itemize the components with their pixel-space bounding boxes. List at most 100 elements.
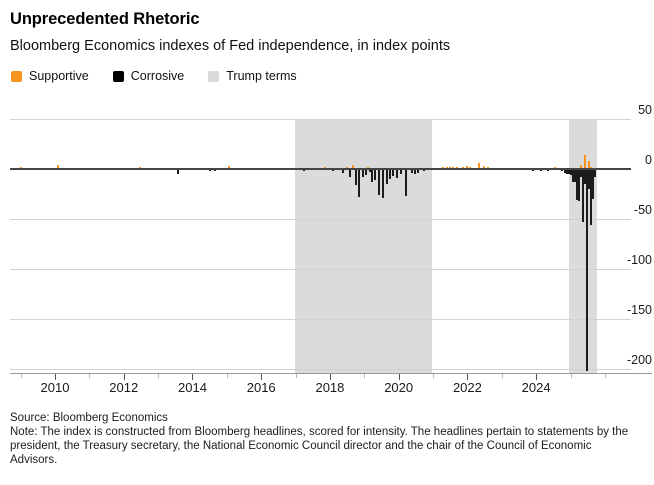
x-axis-tick-2025 [570,374,572,378]
corrosive-bar [395,169,398,178]
corrosive-bar [404,169,407,196]
x-axis-tick-2015 [226,374,228,378]
x-axis-tick-2016 [261,374,263,380]
legend-label: Supportive [29,69,89,83]
trump-term-band [568,119,597,373]
corrosive-bar [594,169,597,177]
x-axis-label-2018: 2018 [315,380,345,395]
corrosive-bar [580,169,583,177]
y-axis-label-0: 0 [645,153,652,167]
corrosive-bar [378,169,381,195]
corrosive-bar [564,169,567,173]
chart-subtitle: Bloomberg Economics indexes of Fed indep… [10,38,451,54]
corrosive-bar [588,169,591,189]
x-axis-tick-2017 [295,374,297,378]
trump-term-band [294,119,432,373]
x-axis-label-2010: 2010 [40,380,70,395]
x-axis-tick-2012 [123,374,125,380]
corrosive-bar [583,169,586,184]
y-axis-label--100: -100 [626,253,652,267]
corrosive-bar [592,169,595,199]
corrosive-bar [560,169,563,171]
supportive-swatch-icon [11,70,22,82]
corrosive-bar [532,169,535,171]
x-axis-tick-2013 [158,374,160,378]
x-axis-tick-2021 [433,374,435,378]
gridline-50 [10,119,631,120]
corrosive-bar [177,169,180,174]
supportive-bar [227,166,230,169]
x-axis-tick-2022 [467,374,469,380]
x-axis-label-2014: 2014 [178,380,207,395]
corrosive-bar [578,169,581,201]
x-axis-tick-2019 [364,374,366,378]
corrosive-bar [422,169,425,171]
footnotes: Source: Bloomberg Economics Note: The in… [10,411,638,467]
x-axis-label-2012: 2012 [109,380,139,395]
corrosive-bar [400,169,403,174]
corrosive-bar [582,169,585,222]
source-line: Source: Bloomberg Economics [10,412,168,424]
legend-item-supportive: Supportive [11,69,89,83]
legend-label: Trump terms [226,69,297,83]
corrosive-bar [411,169,414,173]
y-axis-label--50: -50 [633,203,652,217]
x-axis-tick-2026 [604,374,606,378]
corrosive-bar [365,169,368,175]
corrosive-bar [349,169,352,177]
corrosive-swatch-icon [112,70,124,82]
corrosive-bar [373,169,376,180]
gridline--50 [10,219,631,220]
x-axis-label-2016: 2016 [246,380,276,395]
x-axis-label-2020: 2020 [384,380,414,395]
x-axis-tick-2024 [536,374,538,380]
y-axis-label--200: -200 [626,353,652,367]
corrosive-bar [361,169,364,177]
page-title: Unprecedented Rhetoric [10,10,200,28]
corrosive-bar [586,169,588,371]
gridline--200 [10,369,631,370]
corrosive-bar [213,169,216,171]
corrosive-bar [382,169,385,198]
note-line: Note: The index is constructed from Bloo… [10,426,629,466]
corrosive-bar [573,169,576,182]
corrosive-bar [389,169,392,179]
x-axis-tick-2018 [329,374,331,380]
x-axis-tick-2009 [20,374,22,378]
corrosive-bar [572,169,575,182]
supportive-bar [56,165,59,169]
supportive-bar [482,166,485,169]
corrosive-bar [416,169,419,173]
legend-label: Corrosive [130,69,185,83]
legend-item-corrosive: Corrosive [112,69,185,83]
corrosive-bar [414,169,417,174]
corrosive-bar [568,169,571,174]
gridline--150 [10,319,631,320]
corrosive-bar [208,169,211,171]
x-axis-label-2024: 2024 [521,380,551,395]
x-axis-tick-2020 [398,374,400,380]
corrosive-bar [369,169,372,172]
corrosive-bar [358,169,361,197]
supportive-bar [580,165,583,169]
corrosive-bar [590,169,593,225]
corrosive-bar [566,169,569,174]
corrosive-bar [370,169,373,182]
supportive-bar [478,163,481,169]
corrosive-bar [342,169,344,173]
trump-terms-swatch-icon [208,70,220,82]
gridline--100 [10,269,631,270]
corrosive-bar [303,169,306,171]
x-axis-tick-2014 [192,374,194,380]
x-axis-tick-2010 [55,374,57,380]
supportive-bar [583,155,586,169]
y-axis-label-50: 50 [638,103,652,117]
supportive-bar [588,161,591,169]
zero-baseline [10,168,631,170]
corrosive-bar [391,169,394,176]
x-axis-line [10,373,652,374]
supportive-bar [351,165,354,169]
supportive-bar [466,166,469,169]
